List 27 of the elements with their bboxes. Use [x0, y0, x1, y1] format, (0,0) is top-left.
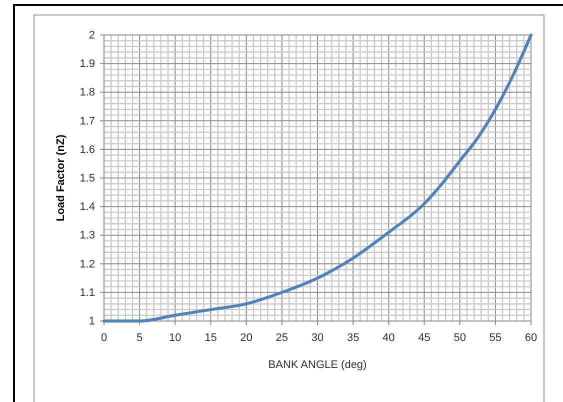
x-tick-label: 30	[311, 332, 324, 344]
x-tick-label: 60	[524, 332, 538, 344]
y-tick-label: 1.7	[80, 115, 95, 128]
x-tick-label: 55	[489, 332, 502, 344]
x-axis-title: BANK ANGLE (deg)	[268, 359, 367, 371]
y-tick-label: 1.4	[80, 201, 95, 214]
y-tick-label: 1.1	[80, 286, 95, 299]
y-tick-label: 1	[88, 316, 95, 328]
y-tick-label: 1.8	[80, 86, 95, 99]
x-tick-label: 0	[100, 332, 108, 344]
y-axis-title: Load Factor (nZ)	[55, 134, 67, 222]
x-tick-label: 25	[276, 332, 288, 344]
y-tick-label: 1.3	[80, 230, 95, 242]
y-tick-label: 1.6	[80, 144, 95, 156]
x-tick-label: 35	[346, 332, 360, 344]
x-tick-label: 50	[454, 332, 466, 344]
x-tick-label: 15	[204, 332, 217, 344]
x-tick-label: 45	[418, 332, 430, 344]
y-tick-label: 2	[88, 30, 95, 42]
y-tick-label: 1.2	[80, 258, 95, 270]
x-tick-label: 40	[382, 332, 395, 344]
line-series	[102, 34, 532, 322]
x-tick-label: 20	[240, 332, 252, 344]
y-tick-label: 1.9	[80, 58, 95, 70]
y-tick-label: 1.5	[80, 172, 95, 185]
x-tick-label: 5	[136, 332, 143, 344]
x-tick-label: 10	[169, 332, 182, 344]
